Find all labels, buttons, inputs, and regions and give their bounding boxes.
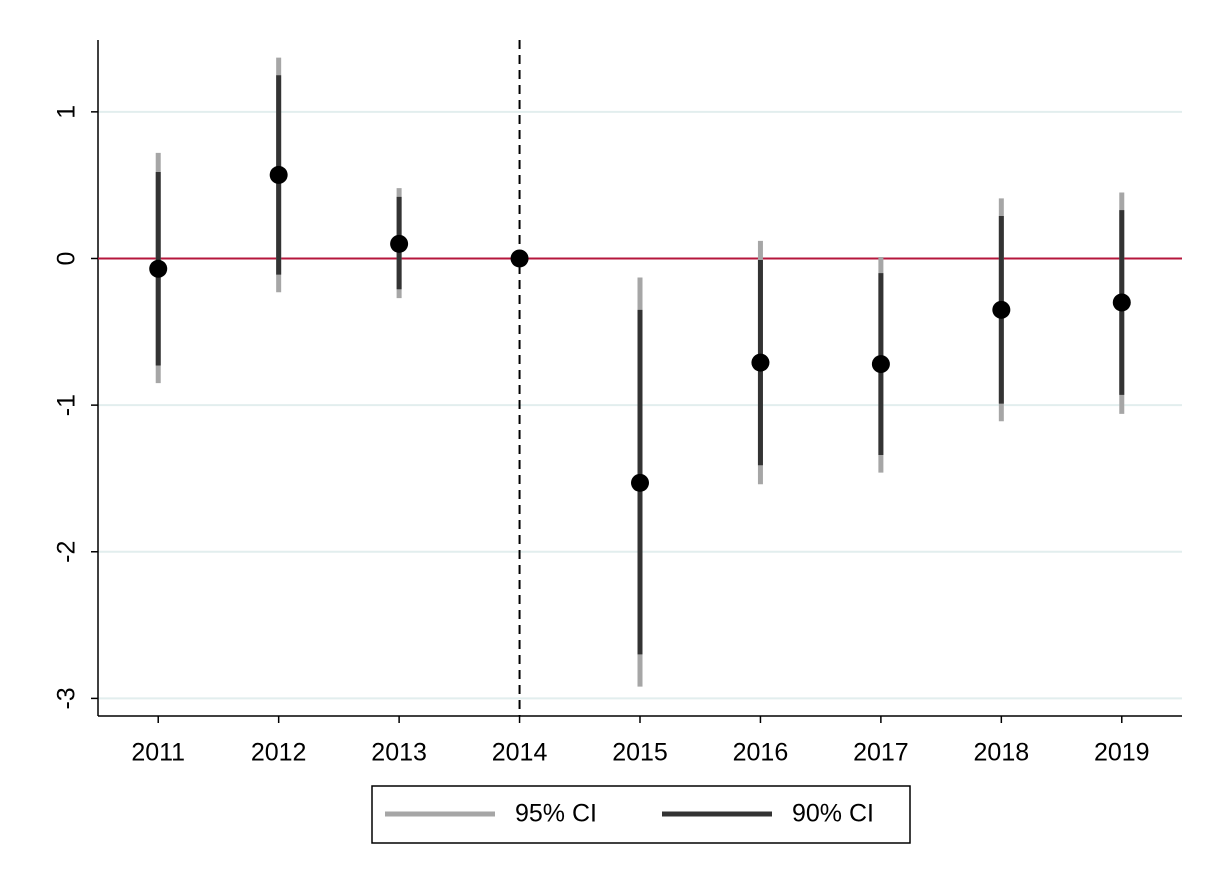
y-tick-label: -1: [53, 394, 81, 416]
x-tick-label: 2016: [733, 739, 789, 767]
x-tick-label: 2011: [131, 739, 185, 767]
x-tick-label: 2012: [251, 739, 307, 767]
legend-label: 95% CI: [515, 800, 597, 828]
point: [149, 259, 168, 278]
x-tick-label: 2017: [853, 739, 909, 767]
point: [992, 300, 1011, 319]
point: [871, 355, 890, 374]
point: [751, 353, 770, 372]
x-tick-label: 2019: [1094, 739, 1150, 767]
point: [269, 165, 288, 184]
x-tick-label: 2013: [371, 739, 427, 767]
x-tick-label: 2014: [492, 739, 548, 767]
point: [390, 234, 409, 253]
y-tick-label: -2: [53, 541, 81, 563]
x-tick-label: 2018: [974, 739, 1030, 767]
legend-label: 90% CI: [792, 800, 874, 828]
y-tick-label: -3: [53, 687, 81, 709]
y-tick-label: 1: [53, 105, 81, 119]
point: [631, 473, 649, 492]
point: [510, 249, 529, 268]
x-tick-label: 2015: [612, 739, 668, 767]
y-tick-label: 0: [53, 252, 81, 266]
point: [1112, 293, 1131, 312]
